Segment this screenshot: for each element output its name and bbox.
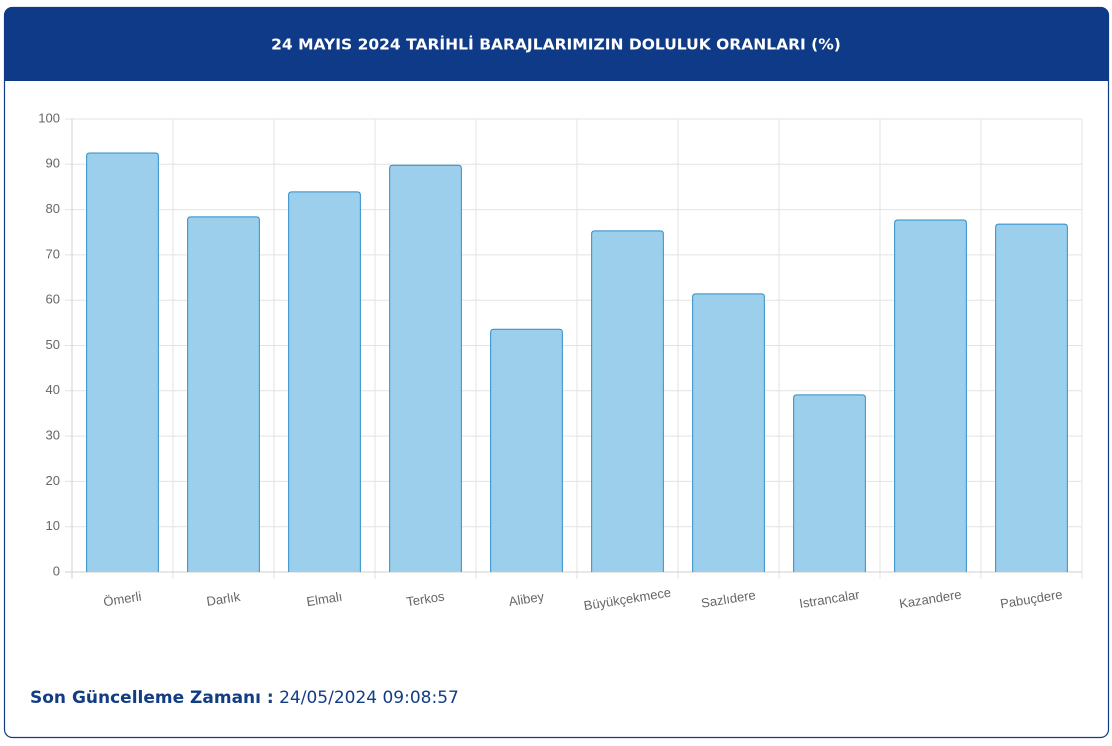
- x-tick-label: Darlık: [205, 589, 241, 609]
- chart-title: 24 MAYIS 2024 TARİHLİ BARAJLARIMIZIN DOL…: [271, 35, 841, 54]
- y-tick-label: 30: [46, 428, 60, 443]
- y-tick-label: 0: [53, 563, 60, 578]
- y-tick-label: 90: [46, 156, 60, 171]
- y-tick-label: 10: [46, 518, 60, 533]
- bar: [490, 328, 563, 572]
- footer-value: 24/05/2024 09:08:57: [279, 688, 459, 708]
- y-tick-label: 70: [46, 246, 60, 261]
- bar: [692, 293, 765, 572]
- card-header: [4, 7, 1109, 81]
- y-tick-label: 60: [46, 292, 60, 307]
- y-tick-label: 80: [46, 201, 60, 216]
- bar: [187, 216, 260, 572]
- y-tick-label: 40: [46, 382, 60, 397]
- footer-label: Son Güncelleme Zamanı :: [30, 688, 274, 708]
- bar: [288, 191, 361, 572]
- x-tick-label: Alibey: [508, 589, 546, 609]
- y-tick-label: 20: [46, 473, 60, 488]
- bar: [389, 164, 462, 572]
- bar: [894, 219, 967, 572]
- bar: [591, 230, 664, 572]
- y-tick-label: 50: [46, 337, 60, 352]
- x-tick-label: Elmalı: [305, 589, 343, 609]
- bar: [995, 223, 1068, 572]
- bar: [793, 394, 866, 572]
- x-tick-label: Ömerli: [102, 589, 142, 610]
- bar: [86, 152, 159, 572]
- footer: Son Güncelleme Zamanı : 24/05/2024 09:08…: [30, 688, 459, 708]
- y-tick-label: 100: [38, 110, 60, 125]
- x-tick-label: Terkos: [405, 588, 446, 609]
